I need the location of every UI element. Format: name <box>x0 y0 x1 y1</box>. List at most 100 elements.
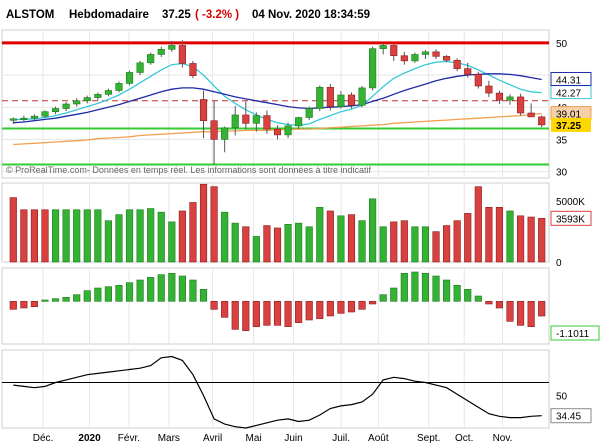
oscillator-bar[interactable] <box>178 275 186 302</box>
oscillator-bar[interactable] <box>379 294 387 302</box>
candle[interactable] <box>157 49 165 55</box>
volume-bar[interactable] <box>125 209 134 263</box>
candle[interactable] <box>104 90 112 95</box>
oscillator-bar[interactable] <box>347 301 356 313</box>
oscillator-bar[interactable] <box>443 279 451 302</box>
volume-bar[interactable] <box>517 215 525 263</box>
candle[interactable] <box>485 85 493 94</box>
volume-bar[interactable] <box>104 220 112 263</box>
oscillator-bar[interactable] <box>295 301 303 323</box>
oscillator-bar[interactable] <box>41 299 49 302</box>
candle[interactable] <box>252 115 260 124</box>
oscillator-bar[interactable] <box>73 294 81 302</box>
candle[interactable] <box>62 103 70 109</box>
oscillator-pane[interactable] <box>1 267 550 345</box>
oscillator-bar[interactable] <box>83 290 91 302</box>
candle[interactable] <box>358 87 366 106</box>
volume-bar[interactable] <box>115 214 123 263</box>
candle[interactable] <box>273 128 282 136</box>
volume-bar[interactable] <box>178 210 186 263</box>
oscillator-bar[interactable] <box>305 301 313 321</box>
candle[interactable] <box>210 120 218 140</box>
volume-bar[interactable] <box>432 231 440 263</box>
volume-bar[interactable] <box>464 213 472 263</box>
oscillator-bar[interactable] <box>263 301 271 326</box>
oscillator-bar[interactable] <box>242 301 250 331</box>
volume-bar[interactable] <box>51 209 60 263</box>
rsi-pane[interactable] <box>1 349 550 429</box>
volume-bar[interactable] <box>263 225 271 263</box>
candle[interactable] <box>517 96 525 114</box>
volume-bar[interactable] <box>30 209 38 263</box>
candle[interactable] <box>221 127 229 140</box>
candle[interactable] <box>347 94 356 106</box>
volume-bar[interactable] <box>390 221 398 263</box>
oscillator-bar[interactable] <box>273 301 282 326</box>
oscillator-bar[interactable] <box>199 289 208 302</box>
volume-bar[interactable] <box>221 211 229 263</box>
volume-bar[interactable] <box>83 209 91 263</box>
oscillator-bar[interactable] <box>485 301 493 305</box>
candle[interactable] <box>400 55 408 62</box>
oscillator-bar[interactable] <box>20 301 28 309</box>
candle[interactable] <box>178 45 186 64</box>
volume-bar[interactable] <box>252 236 260 263</box>
oscillator-bar[interactable] <box>168 273 176 302</box>
oscillator-bar[interactable] <box>62 297 70 302</box>
volume-bar[interactable] <box>9 197 17 263</box>
price-pane[interactable] <box>1 29 550 179</box>
oscillator-bar[interactable] <box>9 301 17 310</box>
candle[interactable] <box>147 54 155 64</box>
candle[interactable] <box>41 111 49 117</box>
volume-bar[interactable] <box>411 226 419 263</box>
oscillator-bar[interactable] <box>284 301 292 327</box>
oscillator-bar[interactable] <box>538 301 546 317</box>
oscillator-bar[interactable] <box>453 285 461 302</box>
candle[interactable] <box>411 54 419 62</box>
candle[interactable] <box>453 59 461 69</box>
oscillator-bar[interactable] <box>464 289 472 302</box>
candle[interactable] <box>20 117 28 120</box>
volume-bar[interactable] <box>453 220 461 263</box>
volume-bar[interactable] <box>538 218 546 263</box>
candle[interactable] <box>189 63 197 76</box>
candle[interactable] <box>231 114 239 129</box>
oscillator-bar[interactable] <box>369 301 377 305</box>
volume-bar[interactable] <box>506 210 514 263</box>
oscillator-bar[interactable] <box>495 301 504 309</box>
oscillator-bar[interactable] <box>136 279 144 302</box>
oscillator-bar[interactable] <box>125 282 134 302</box>
volume-bar[interactable] <box>157 211 165 263</box>
candle[interactable] <box>199 99 208 122</box>
oscillator-bar[interactable] <box>252 301 260 327</box>
candle[interactable] <box>527 112 535 118</box>
volume-bar[interactable] <box>527 216 535 263</box>
oscillator-bar[interactable] <box>30 301 38 307</box>
volume-bar[interactable] <box>485 207 493 263</box>
candle[interactable] <box>284 125 292 136</box>
volume-bar[interactable] <box>168 221 176 263</box>
candle[interactable] <box>263 115 271 130</box>
candle[interactable] <box>326 86 334 107</box>
volume-bar[interactable] <box>358 220 366 263</box>
candle[interactable] <box>369 48 377 89</box>
oscillator-bar[interactable] <box>517 301 525 326</box>
candle[interactable] <box>316 86 324 109</box>
volume-bar[interactable] <box>62 209 70 263</box>
oscillator-bar[interactable] <box>337 301 345 314</box>
volume-bar[interactable] <box>369 198 377 263</box>
oscillator-bar[interactable] <box>411 271 419 302</box>
oscillator-bar[interactable] <box>104 286 112 302</box>
oscillator-bar[interactable] <box>231 301 239 330</box>
volume-bar[interactable] <box>210 186 218 263</box>
oscillator-bar[interactable] <box>358 301 366 310</box>
candle[interactable] <box>9 118 17 121</box>
candle[interactable] <box>125 72 134 84</box>
volume-bar[interactable] <box>400 220 408 263</box>
oscillator-bar[interactable] <box>157 274 165 302</box>
volume-bar[interactable] <box>136 209 144 263</box>
volume-bar[interactable] <box>305 226 313 263</box>
volume-bar[interactable] <box>347 214 356 263</box>
candle[interactable] <box>495 92 504 101</box>
